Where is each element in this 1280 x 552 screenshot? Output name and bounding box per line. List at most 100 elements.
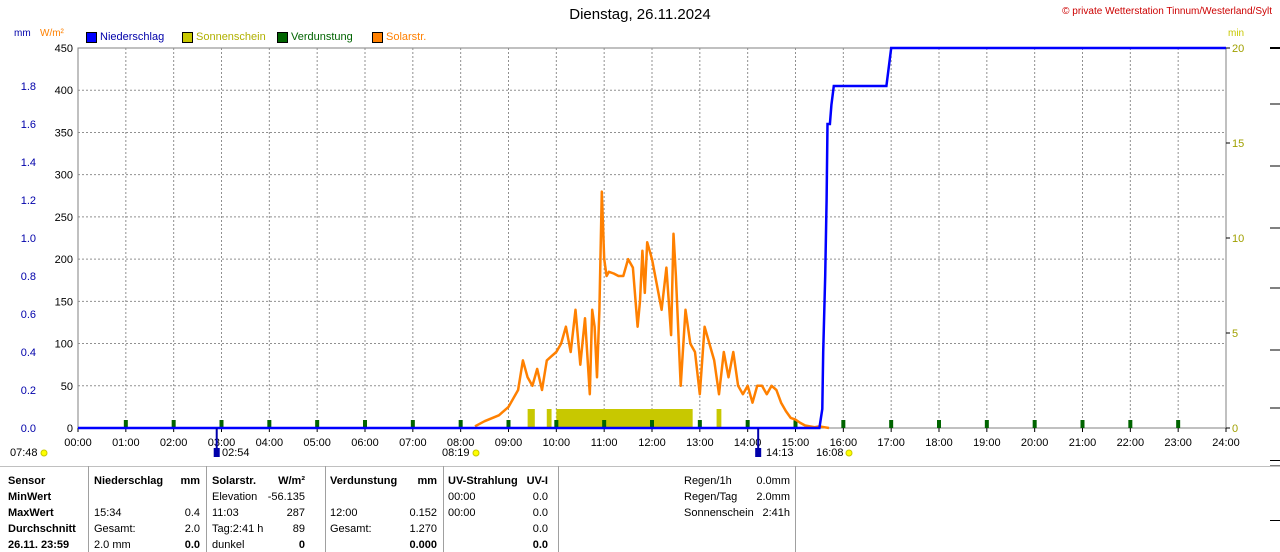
marker-label: 02:54 xyxy=(222,447,250,459)
sun-icon xyxy=(472,449,480,457)
summary-label: Regen/Tag xyxy=(684,491,738,503)
marker-label: 08:19 xyxy=(442,447,470,459)
table-cell: 0.0 xyxy=(184,539,200,551)
legend-swatch xyxy=(277,31,288,43)
y-tick-label-min: 15 xyxy=(1232,138,1244,150)
column-separator xyxy=(795,466,796,552)
moon-icon xyxy=(755,448,762,457)
copyright-notice: © private Wetterstation Tinnum/Westerlan… xyxy=(1062,6,1272,17)
evaporation-bar xyxy=(602,420,607,428)
column-separator xyxy=(558,466,559,552)
evaporation-bar xyxy=(123,420,128,428)
table-cell: Gesamt: xyxy=(330,523,372,535)
legend-label: Verdunstung xyxy=(291,31,353,43)
x-tick-label: 08:00 xyxy=(447,437,475,449)
y-tick-label-mm: 0.8 xyxy=(21,271,36,283)
y-tick-label-mm: 1.2 xyxy=(21,195,36,207)
evaporation-bar xyxy=(458,420,463,428)
x-tick-label: 14:00 xyxy=(734,437,762,449)
table-cell: 26.11. 23:59 xyxy=(8,539,70,551)
x-tick-label: 07:00 xyxy=(399,437,427,449)
y-tick-label-mm: 1.8 xyxy=(21,81,36,93)
y-tick-label-mm: 0.4 xyxy=(21,347,36,359)
x-tick-label: 20:00 xyxy=(1021,437,1049,449)
table-cell: UV-Strahlung xyxy=(448,475,518,487)
x-tick-label: 11:00 xyxy=(591,437,618,449)
table-cell: 2.0 mm xyxy=(94,539,131,551)
sunshine-bar xyxy=(556,409,693,428)
x-tick-label: 18:00 xyxy=(925,437,953,449)
legend-swatch xyxy=(86,31,97,43)
evaporation-bar xyxy=(1128,420,1133,428)
legend-label: Sonnenschein xyxy=(196,31,266,43)
unit-wm2-label: W/m² xyxy=(40,28,64,39)
evaporation-bar xyxy=(1176,420,1181,428)
evaporation-bar xyxy=(889,420,894,428)
y-tick-label-wm2: 450 xyxy=(55,43,73,55)
table-cell: mm xyxy=(180,475,200,487)
page-title: Dienstag, 26.11.2024 xyxy=(569,6,711,23)
moon-icon xyxy=(213,448,220,457)
y-tick-label-mm: 0.6 xyxy=(21,309,36,321)
table-cell: 11:03 xyxy=(212,507,239,519)
y-tick-label-wm2: 250 xyxy=(55,212,73,224)
legend-item: Solarstr. xyxy=(372,31,426,43)
evaporation-bar xyxy=(315,420,320,428)
x-tick-label: 19:00 xyxy=(973,437,1001,449)
table-cell: MaxWert xyxy=(8,507,54,519)
evaporation-bar xyxy=(506,420,511,428)
legend-item: Sonnenschein xyxy=(182,31,266,43)
y-tick-label-mm: 1.4 xyxy=(21,157,36,169)
x-tick-label: 05:00 xyxy=(303,437,331,449)
evaporation-bar xyxy=(1032,420,1037,428)
edge-mark xyxy=(1270,460,1280,461)
unit-min-label: min xyxy=(1228,28,1245,39)
legend-swatch xyxy=(182,31,193,43)
column-separator xyxy=(325,466,326,552)
table-cell: 0.4 xyxy=(184,507,200,519)
precipitation-line xyxy=(78,46,1226,430)
legend-swatch xyxy=(372,31,383,43)
x-tick-label: 03:00 xyxy=(208,437,236,449)
summary-value: 2.0mm xyxy=(756,491,790,503)
marker-label: 14:13 xyxy=(766,447,794,459)
x-tick-label: 10:00 xyxy=(543,437,571,449)
evaporation-bar xyxy=(984,420,989,428)
x-tick-label: 02:00 xyxy=(160,437,188,449)
sun-icon xyxy=(845,449,853,457)
sun-icon xyxy=(40,449,48,457)
table-cell: 0.0 xyxy=(532,491,548,503)
y-tick-label-wm2: 350 xyxy=(55,127,73,139)
x-tick-label: 09:00 xyxy=(495,437,523,449)
table-cell: 0.0 xyxy=(532,539,548,551)
table-cell: 0.152 xyxy=(409,507,437,519)
y-tick-label-wm2: 50 xyxy=(61,381,73,393)
column-separator xyxy=(88,466,89,552)
table-cell: 89 xyxy=(292,523,305,535)
summary-label: Regen/1h xyxy=(684,475,732,487)
evaporation-bar xyxy=(554,420,559,428)
table-cell: 0.0 xyxy=(532,523,548,535)
unit-mm-label: mm xyxy=(14,28,31,39)
legend-item: Niederschlag xyxy=(86,31,164,43)
table-cell: Durchschnitt xyxy=(8,523,76,535)
x-tick-label: 04:00 xyxy=(256,437,284,449)
evaporation-bar xyxy=(1080,420,1085,428)
table-cell: 287 xyxy=(286,507,305,519)
sunshine-bar xyxy=(716,409,722,428)
column-separator xyxy=(206,466,207,552)
x-tick-label: 06:00 xyxy=(351,437,379,449)
table-cell: -56.135 xyxy=(267,491,305,503)
y-tick-label-min: 0 xyxy=(1232,423,1238,435)
summary-value: 0.0mm xyxy=(756,475,790,487)
x-tick-label: 22:00 xyxy=(1117,437,1145,449)
table-cell: Niederschlag xyxy=(94,475,164,487)
table-cell: 00:00 xyxy=(448,507,476,519)
evaporation-bar xyxy=(937,420,941,428)
table-cell: W/m² xyxy=(278,475,305,487)
evaporation-bar xyxy=(745,420,750,428)
y-tick-label-mm: 0.2 xyxy=(21,385,36,397)
table-cell: 00:00 xyxy=(448,491,476,503)
table-cell: dunkel xyxy=(212,539,245,551)
x-tick-label: 24:00 xyxy=(1212,437,1240,449)
